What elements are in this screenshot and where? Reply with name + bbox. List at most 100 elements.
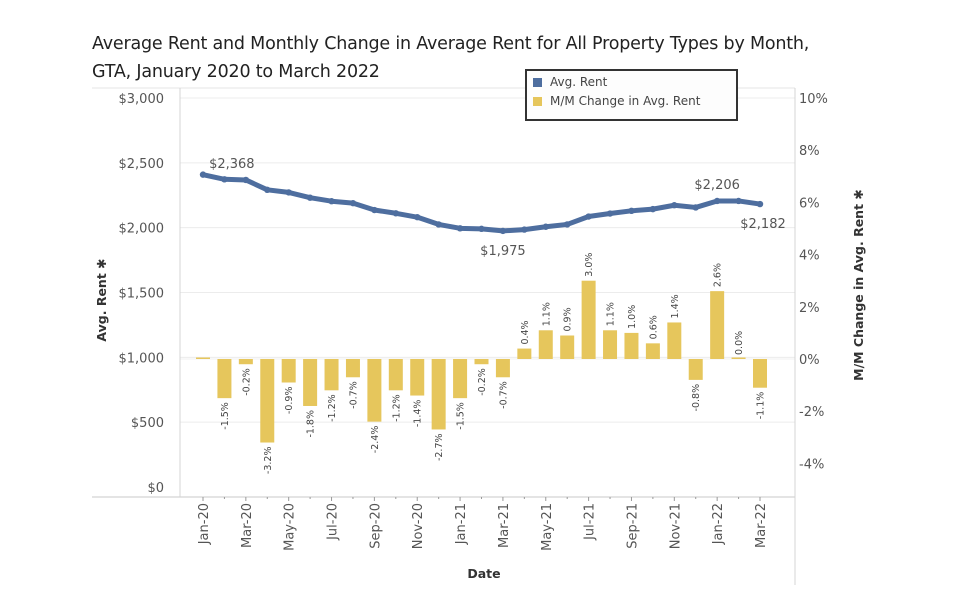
left-tick-label: $2,000 [119,222,165,237]
x-tick-label: Nov-20 [411,503,426,549]
line-point-Mar-21 [499,227,507,235]
bar-label: -1.5% [220,402,231,430]
bar-Mar-20 [238,359,253,365]
x-tick-label: Jan-21 [454,503,469,545]
line-point-Nov-21 [671,202,678,209]
bar-Oct-21 [645,343,660,359]
left-tick-label: $3,000 [119,92,165,107]
bar-Aug-20 [345,359,360,378]
bar-May-20 [281,359,296,383]
bar-Jul-20 [324,359,339,391]
bar-label: -1.5% [456,402,467,430]
bar-Nov-21 [667,322,682,359]
line-label: $2,206 [694,178,740,193]
bar-label: -2.4% [370,426,381,454]
line-point-Sep-21 [628,207,635,215]
right-tick-label: 4% [799,249,820,264]
line-point-Sep-20 [371,206,378,214]
right-tick-label: 0% [799,353,820,368]
bar-label: -0.2% [241,368,252,396]
bar-Feb-22 [731,357,746,359]
bar-label: -1.2% [327,394,338,422]
line-label: $2,368 [209,157,255,172]
line-point-Mar-20 [242,176,250,184]
bar-label: -3.2% [263,447,274,475]
bar-Nov-20 [410,359,425,396]
legend-item-mm-change[interactable]: M/M Change in Avg. Rent [533,94,700,108]
left-tick-label: $1,000 [119,351,165,366]
x-tick-label: May-21 [540,503,555,551]
right-tick-label: 8% [799,144,820,159]
x-axis-title: Date [467,566,500,581]
bar-label: -1.1% [756,392,767,420]
bar-Jun-21 [560,335,575,359]
x-tick-label: Sep-20 [368,503,383,549]
right-tick-label: 6% [799,196,820,211]
bar-label: 3.0% [584,253,595,277]
right-tick-label: -4% [799,457,824,472]
line-point-Apr-20 [264,186,271,194]
left-tick-label: $500 [131,416,164,431]
bar-Jan-21 [453,359,468,399]
left-tick-label: $0 [147,481,164,496]
bar-Sep-21 [624,332,639,359]
line-point-Dec-20 [435,221,442,228]
right-tick-label: -2% [799,405,824,420]
legend: Avg. Rent M/M Change in Avg. Rent [525,69,738,121]
bar-label: 1.1% [606,302,617,326]
bar-label: 0.4% [520,320,531,344]
line-point-Jan-22 [713,197,721,205]
line-label: $2,182 [740,217,786,232]
chart-title-line-2: GTA, January 2020 to March 2022 [92,62,380,82]
bar-label: 0.6% [648,315,659,339]
line-point-Jun-20 [306,194,314,201]
bar-label: -1.4% [413,400,424,428]
bar-Jan-20 [196,357,210,359]
legend-item-avg-rent[interactable]: Avg. Rent [533,75,607,89]
line-point-Feb-20 [221,176,228,183]
bar-Mar-22 [753,359,767,388]
chart-title-line-1: Average Rent and Monthly Change in Avera… [92,34,810,54]
bar-label: 1.4% [670,294,681,318]
right-tick-label: 10% [799,92,828,107]
line-point-Oct-21 [649,205,657,213]
line-point-Jun-21 [563,221,571,228]
avg-rent-line [200,172,763,234]
line-point-May-20 [285,189,292,196]
line-point-Jan-21 [456,225,464,232]
bar-Apr-21 [517,348,532,359]
left-axis-title: Avg. Rent ✱ [94,258,109,341]
x-tick-label: Nov-21 [668,503,683,549]
bar-label: -0.2% [477,368,488,396]
line-point-Mar-22 [756,200,764,208]
legend-swatch-mm-change [533,96,542,106]
bar-Oct-20 [388,359,403,391]
line-data-labels: $2,368 $1,975 $2,206 $2,182 [209,157,786,259]
bar-label: 1.1% [541,302,552,326]
bar-Dec-21 [688,359,703,380]
bar-label: -1.2% [391,394,402,422]
right-axis-title: M/M Change in Avg. Rent ✱ [851,189,866,381]
line-point-Nov-20 [414,213,421,221]
bar-label: -0.7% [498,381,509,409]
line-point-Jan-20 [199,171,207,178]
bar-Jul-21 [581,280,596,359]
x-tick-label: Sep-21 [625,503,640,549]
bar-Jan-22 [710,291,725,359]
x-tick-label: Jan-20 [197,503,212,545]
x-tick-label: Jul-20 [326,503,341,541]
x-tick-label: Mar-21 [497,503,512,548]
bar-Apr-20 [260,359,275,443]
right-tick-label: 2% [799,301,820,316]
bar-Jun-20 [303,359,318,406]
bar-label: 0.0% [734,331,745,355]
line-point-Aug-21 [606,210,614,217]
x-tick-label: May-20 [283,503,298,551]
bar-May-21 [538,330,553,359]
line-label: $1,975 [480,244,526,259]
bar-data-labels: -1.5% -0.2% -3.2% -0.9% -1.8% -1.2% -0.7% -2.4%… [220,253,767,475]
bar-Feb-21 [474,359,489,365]
bar-label: -1.8% [306,410,317,438]
bar-Sep-20 [367,359,382,422]
line-point-Jul-20 [328,198,335,205]
